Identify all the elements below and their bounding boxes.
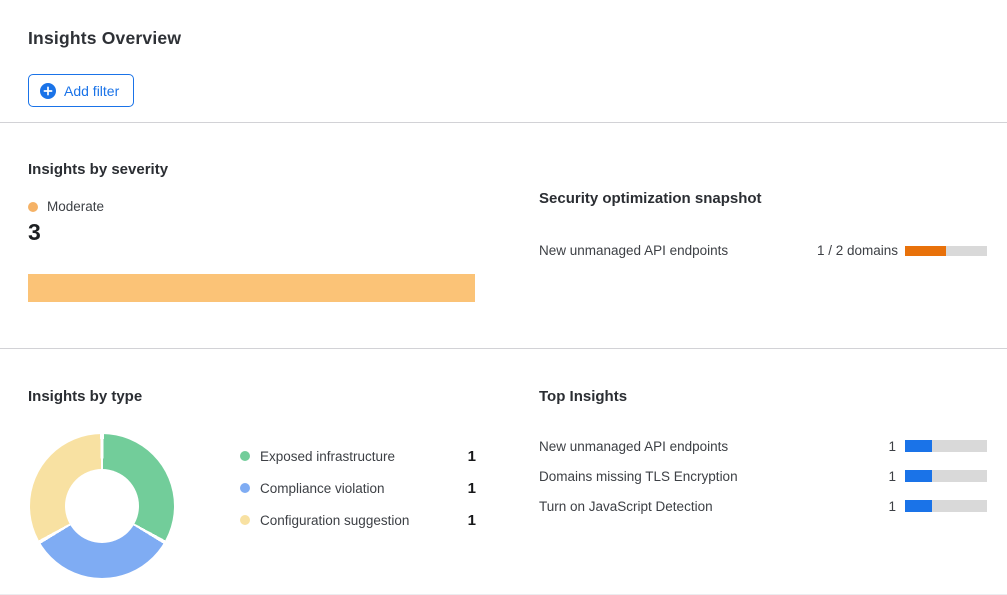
snapshot-row-label: New unmanaged API endpoints xyxy=(539,243,729,258)
snapshot-progress-bar xyxy=(905,245,987,256)
top-insight-value: 1 xyxy=(888,468,896,484)
top-insight-bar xyxy=(905,470,987,482)
plus-circle-icon xyxy=(40,82,56,99)
add-filter-button[interactable]: Add filter xyxy=(28,74,135,107)
legend-item-configuration-suggestion[interactable]: Configuration suggestion 1 xyxy=(240,504,476,536)
exposed-infrastructure-dot xyxy=(240,451,250,461)
top-insight-label: Turn on JavaScript Detection xyxy=(539,498,713,514)
snapshot-progress-fill xyxy=(905,245,946,256)
add-filter-label: Add filter xyxy=(64,82,120,99)
top-insight-row-api-endpoints: New unmanaged API endpoints 1 xyxy=(539,431,987,461)
compliance-violation-dot xyxy=(240,483,250,493)
legend-value: 1 xyxy=(467,479,476,497)
snapshot-heading: Security optimization snapshot xyxy=(539,190,762,207)
top-insight-bar-fill xyxy=(905,440,933,452)
moderate-legend-label: Moderate xyxy=(47,199,105,214)
top-insight-row-tls-encryption: Domains missing TLS Encryption 1 xyxy=(539,461,987,491)
legend-label: Configuration suggestion xyxy=(260,512,410,528)
page-title: Insights Overview xyxy=(28,28,182,48)
legend-value: 1 xyxy=(467,447,476,465)
top-insight-bar xyxy=(905,440,987,452)
top-insight-label: Domains missing TLS Encryption xyxy=(539,468,738,484)
type-legend: Exposed infrastructure 1 Compliance viol… xyxy=(240,440,476,536)
top-insight-label: New unmanaged API endpoints xyxy=(539,438,729,454)
severity-bar-chart xyxy=(28,274,475,302)
legend-value: 1 xyxy=(467,511,476,529)
divider-top xyxy=(0,122,1007,123)
legend-label: Compliance violation xyxy=(260,480,385,496)
severity-snapshot-row: Insights by severity Moderate 3 Security… xyxy=(0,123,1007,348)
type-content: Exposed infrastructure 1 Compliance viol… xyxy=(28,434,511,578)
security-optimization-snapshot-card: Security optimization snapshot New unman… xyxy=(511,123,1007,348)
top-insight-bar-fill xyxy=(905,470,933,482)
top-insight-value: 1 xyxy=(888,438,896,454)
top-insights-rows: New unmanaged API endpoints 1 Domains mi… xyxy=(539,431,987,521)
top-insight-row-js-detection: Turn on JavaScript Detection 1 xyxy=(539,491,987,521)
top-insights-card: Top Insights New unmanaged API endpoints… xyxy=(511,349,1007,594)
configuration-suggestion-dot xyxy=(240,515,250,525)
top-insights-heading: Top Insights xyxy=(539,388,628,405)
snapshot-row-value: 1 / 2 domains xyxy=(816,243,898,258)
legend-label: Exposed infrastructure xyxy=(260,448,396,464)
type-topinsights-row: Insights by type Exposed infrastructure … xyxy=(0,349,1007,594)
insights-by-type-card: Insights by type Exposed infrastructure … xyxy=(0,349,511,594)
insights-type-donut-chart[interactable] xyxy=(30,434,174,578)
snapshot-row: New unmanaged API endpoints 1 / 2 domain… xyxy=(539,243,987,258)
top-insight-bar xyxy=(905,500,987,512)
top-insight-bar-fill xyxy=(905,500,933,512)
severity-count: 3 xyxy=(28,219,41,245)
top-insight-value: 1 xyxy=(888,498,896,514)
legend-item-compliance-violation[interactable]: Compliance violation 1 xyxy=(240,472,476,504)
legend-item-exposed-infrastructure[interactable]: Exposed infrastructure 1 xyxy=(240,440,476,472)
type-heading: Insights by type xyxy=(28,388,143,405)
severity-legend-moderate[interactable]: Moderate xyxy=(28,199,511,214)
insights-by-severity-card: Insights by severity Moderate 3 xyxy=(0,123,511,348)
divider-middle xyxy=(0,348,1007,349)
moderate-legend-dot xyxy=(28,201,38,212)
severity-heading: Insights by severity xyxy=(28,161,169,178)
page-header: Insights Overview Add filter xyxy=(0,0,1007,107)
